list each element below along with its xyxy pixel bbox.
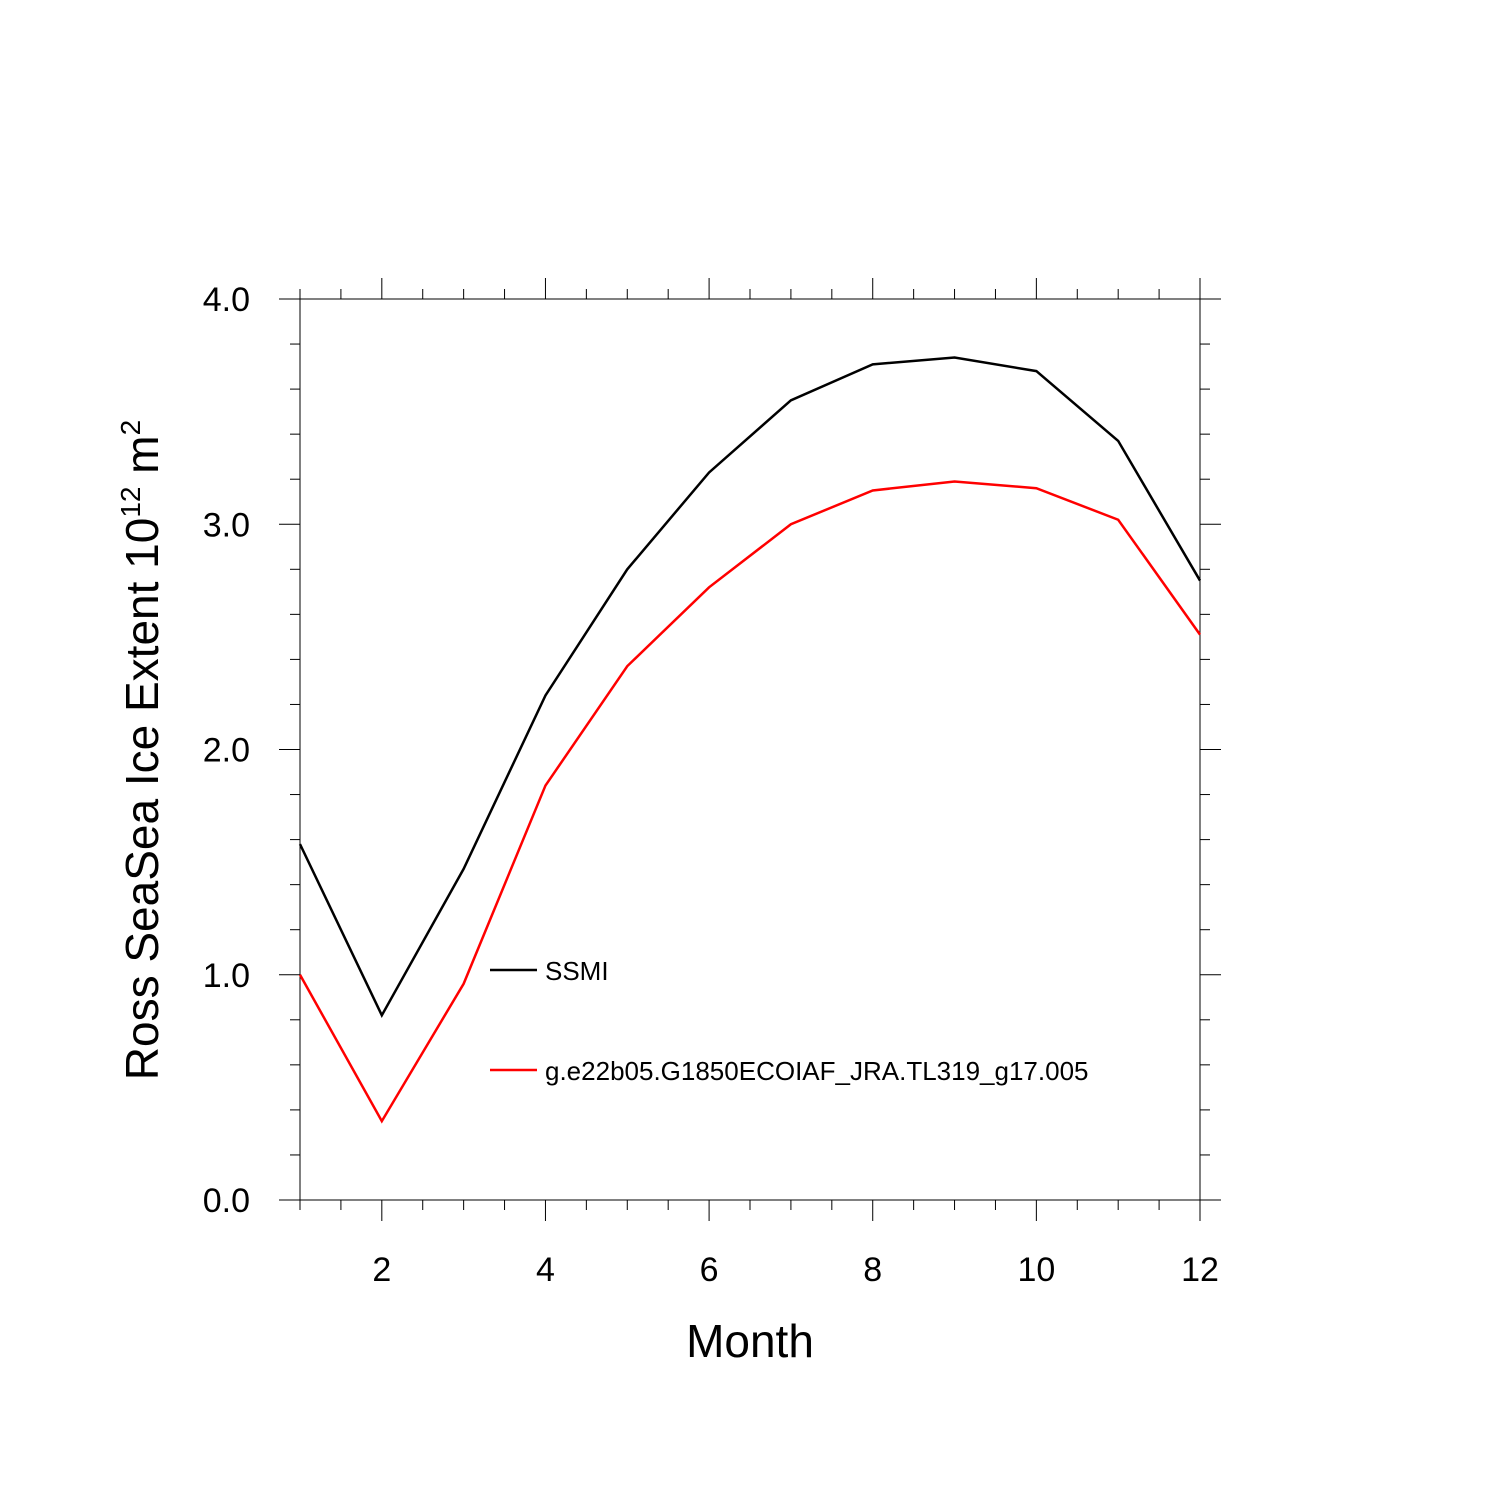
- axis-ticks: [279, 278, 1221, 1221]
- y-tick-label: 4.0: [203, 281, 250, 319]
- y-tick-label: 1.0: [203, 957, 250, 995]
- series-line-ssmi: [298, 356, 1202, 1019]
- legend: SSMI g.e22b05.G1850ECOIAF_JRA.TL319_g17.…: [490, 956, 1089, 1086]
- x-tick-labels: 2 4 6 8 10 12: [372, 1251, 1219, 1289]
- x-tick-label: 12: [1181, 1251, 1219, 1289]
- x-tick-label: 4: [536, 1251, 555, 1289]
- legend-label-ssmi: SSMI: [545, 956, 609, 986]
- y-axis-title-exponent: 12: [115, 486, 146, 517]
- x-tick-label: 8: [863, 1251, 882, 1289]
- y-tick-labels: 0.0 1.0 2.0 3.0 4.0: [203, 281, 250, 1220]
- y-tick-label: 0.0: [203, 1182, 250, 1220]
- series-layer: [298, 356, 1202, 1124]
- x-tick-label: 6: [700, 1251, 719, 1289]
- y-axis-title-main: Ross SeaSea Ice Extent 10: [116, 518, 168, 1081]
- x-tick-label: 10: [1017, 1251, 1055, 1289]
- y-tick-label: 2.0: [203, 732, 250, 770]
- x-axis-title: Month: [686, 1315, 814, 1367]
- x-tick-label: 2: [372, 1251, 391, 1289]
- series-line-model: [298, 480, 1202, 1124]
- plot-frame: [299, 298, 1201, 1201]
- y-axis-title-unit: m: [116, 435, 168, 486]
- legend-label-model: g.e22b05.G1850ECOIAF_JRA.TL319_g17.005: [545, 1056, 1089, 1086]
- y-tick-label: 3.0: [203, 506, 250, 544]
- y-axis-title-unit-exponent: 2: [115, 420, 146, 436]
- y-axis-title: Ross SeaSea Ice Extent 1012 m2: [115, 420, 168, 1080]
